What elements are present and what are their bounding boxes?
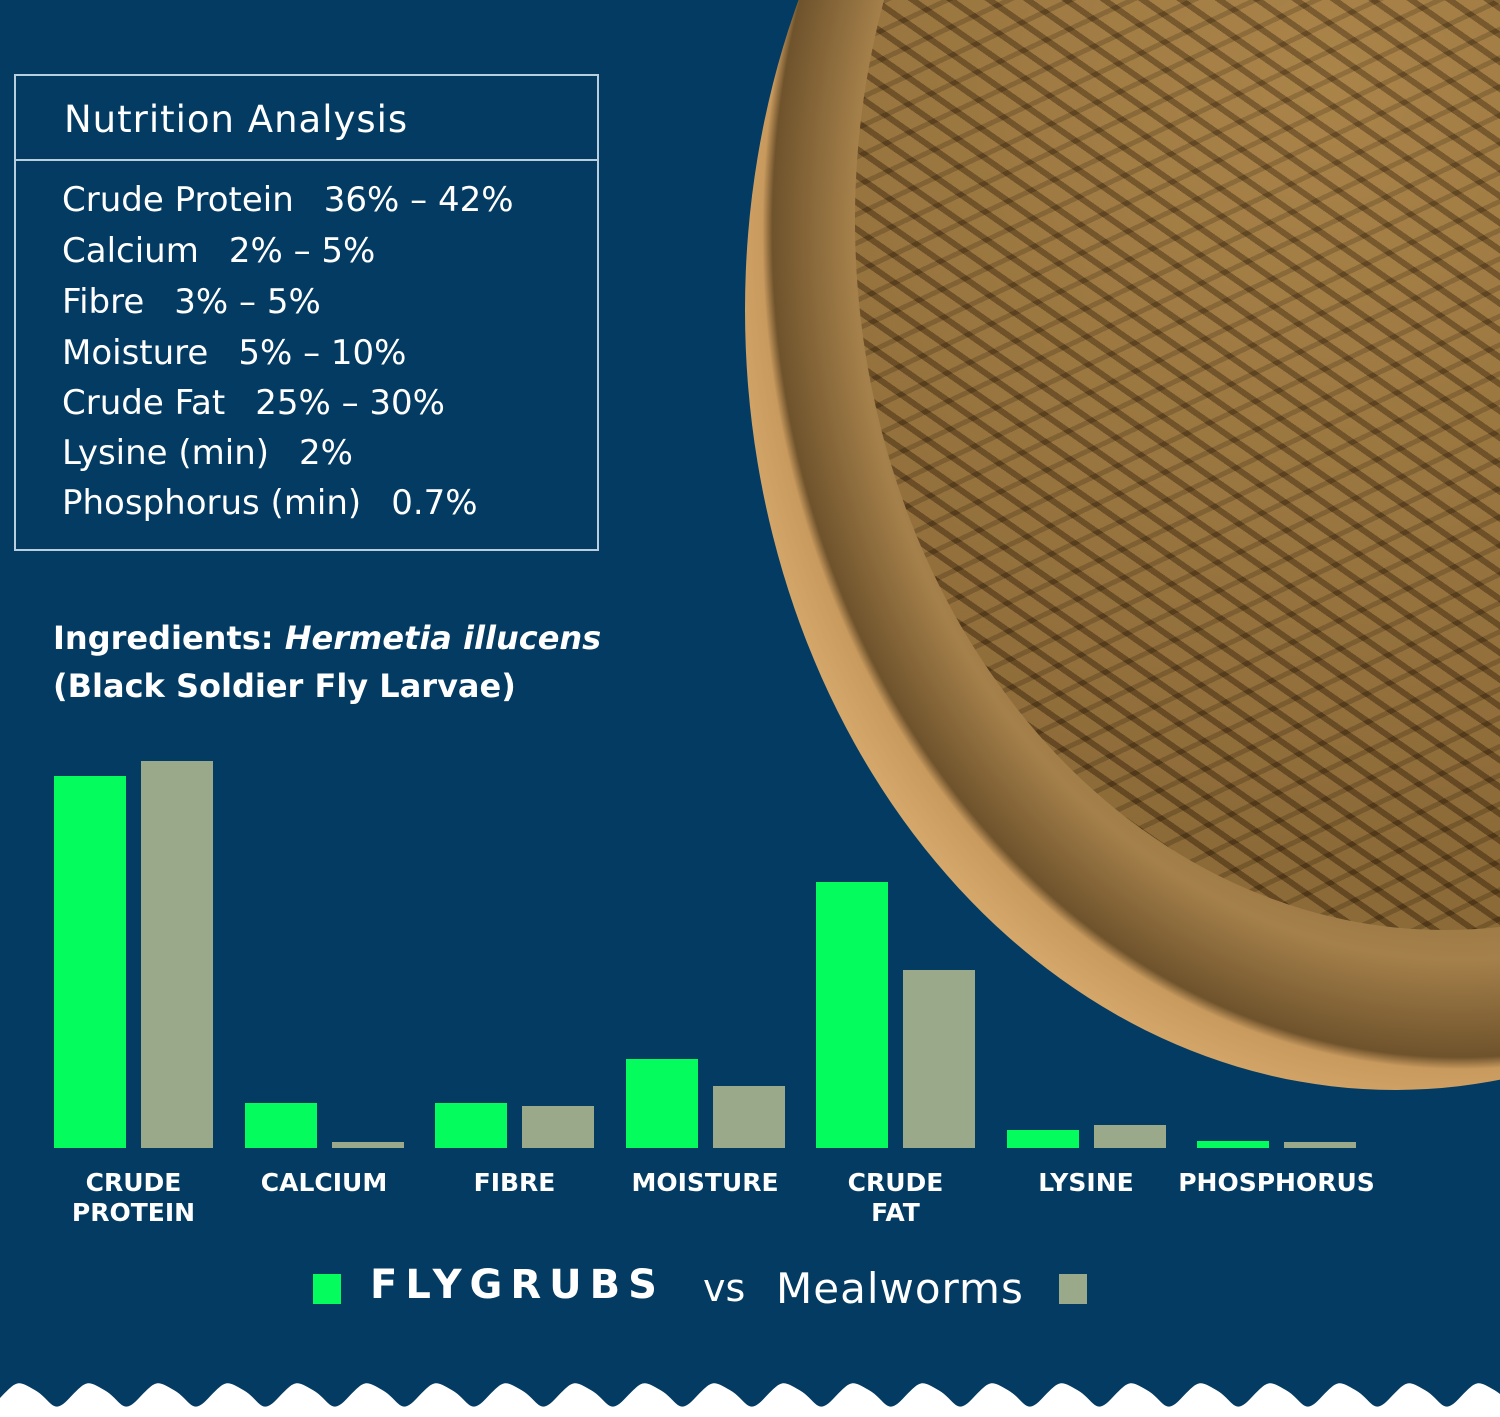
nutrient-label: Lysine (min) — [62, 433, 270, 473]
bar-calcium-mealworms — [331, 1142, 404, 1148]
mealworms-swatch-icon — [1059, 1274, 1087, 1304]
nutrition-analysis-title: Nutrition Analysis — [64, 98, 409, 141]
nutrient-value: 5% – 10% — [238, 333, 407, 373]
nutrient-row-crude-protein: Crude Protein 36% – 42% — [62, 180, 514, 220]
bar-crude-protein-mealworms — [141, 761, 213, 1148]
bar-crude-fat-mealworms — [903, 970, 975, 1148]
wavy-bottom-edge — [0, 1383, 1500, 1417]
bar-moisture-flygrubs — [625, 1059, 698, 1148]
category-label-crude-fat: CRUDE FAT — [847, 1168, 944, 1227]
nutrient-row-lysine: Lysine (min) 2% — [62, 433, 353, 473]
chart-legend: FLYGRUBS vs Mealworms — [0, 1262, 1500, 1313]
nutrient-row-moisture: Moisture 5% – 10% — [62, 333, 406, 373]
nutrient-value: 2% — [299, 433, 353, 473]
nutrient-label: Phosphorus (min) — [62, 483, 362, 523]
nutrition-analysis-box: Nutrition Analysis Crude Protein 36% – 42… — [14, 74, 599, 551]
nutrient-value: 36% – 42% — [323, 180, 514, 220]
legend-mealworms: Mealworms — [776, 1264, 1024, 1313]
nutrient-label: Fibre — [62, 282, 145, 322]
nutrient-value: 0.7% — [391, 483, 478, 523]
bar-lysine-mealworms — [1093, 1125, 1166, 1148]
bar-phosphorus-mealworms — [1284, 1142, 1356, 1148]
category-label-lysine: LYSINE — [1038, 1168, 1134, 1197]
nutrient-value: 25% – 30% — [255, 383, 445, 423]
nutrient-row-crude-fat: Crude Fat 25% – 30% — [62, 383, 445, 423]
nutrient-label: Crude Fat — [62, 383, 226, 423]
nutrient-label: Moisture — [62, 333, 209, 373]
bar-moisture-mealworms — [712, 1086, 785, 1148]
nutrient-value: 3% – 5% — [174, 282, 321, 322]
bar-crude-fat-flygrubs — [816, 882, 888, 1148]
nutrition-analysis-header: Nutrition Analysis — [16, 76, 597, 161]
ingredients-prefix: Ingredients: — [53, 619, 285, 657]
nutrient-row-calcium: Calcium 2% – 5% — [62, 231, 375, 271]
flygrubs-swatch-icon — [313, 1274, 341, 1304]
nutrient-value: 2% – 5% — [228, 231, 376, 271]
nutrient-row-phosphorus: Phosphorus (min) 0.7% — [62, 483, 478, 523]
ingredients-common-name: (Black Soldier Fly Larvae) — [53, 667, 516, 705]
category-label-fibre: FIBRE — [473, 1168, 556, 1197]
nutrient-row-fibre: Fibre 3% – 5% — [62, 282, 321, 322]
bar-crude-protein-flygrubs — [54, 776, 126, 1148]
bar-fibre-mealworms — [522, 1106, 594, 1148]
dried-larvae-texture — [855, 0, 1500, 930]
category-label-moisture: MOISTURE — [631, 1168, 779, 1197]
ingredients-text: Ingredients: Hermetia illucens (Black So… — [53, 614, 601, 710]
ingredients-species: Hermetia illucens — [284, 619, 602, 657]
bar-fibre-flygrubs — [435, 1103, 507, 1148]
bar-lysine-flygrubs — [1006, 1130, 1079, 1148]
category-label-phosphorus: PHOSPHORUS — [1178, 1168, 1375, 1197]
legend-brand: FLYGRUBS — [370, 1262, 665, 1308]
nutrient-label: Calcium — [62, 231, 199, 271]
legend-vs: vs — [703, 1266, 746, 1310]
bar-calcium-flygrubs — [244, 1103, 317, 1148]
category-label-calcium: CALCIUM — [260, 1168, 388, 1197]
category-label-crude-protein: CRUDE PROTEIN — [71, 1168, 196, 1227]
bar-phosphorus-flygrubs — [1197, 1141, 1269, 1148]
nutrient-label: Crude Protein — [62, 180, 294, 220]
